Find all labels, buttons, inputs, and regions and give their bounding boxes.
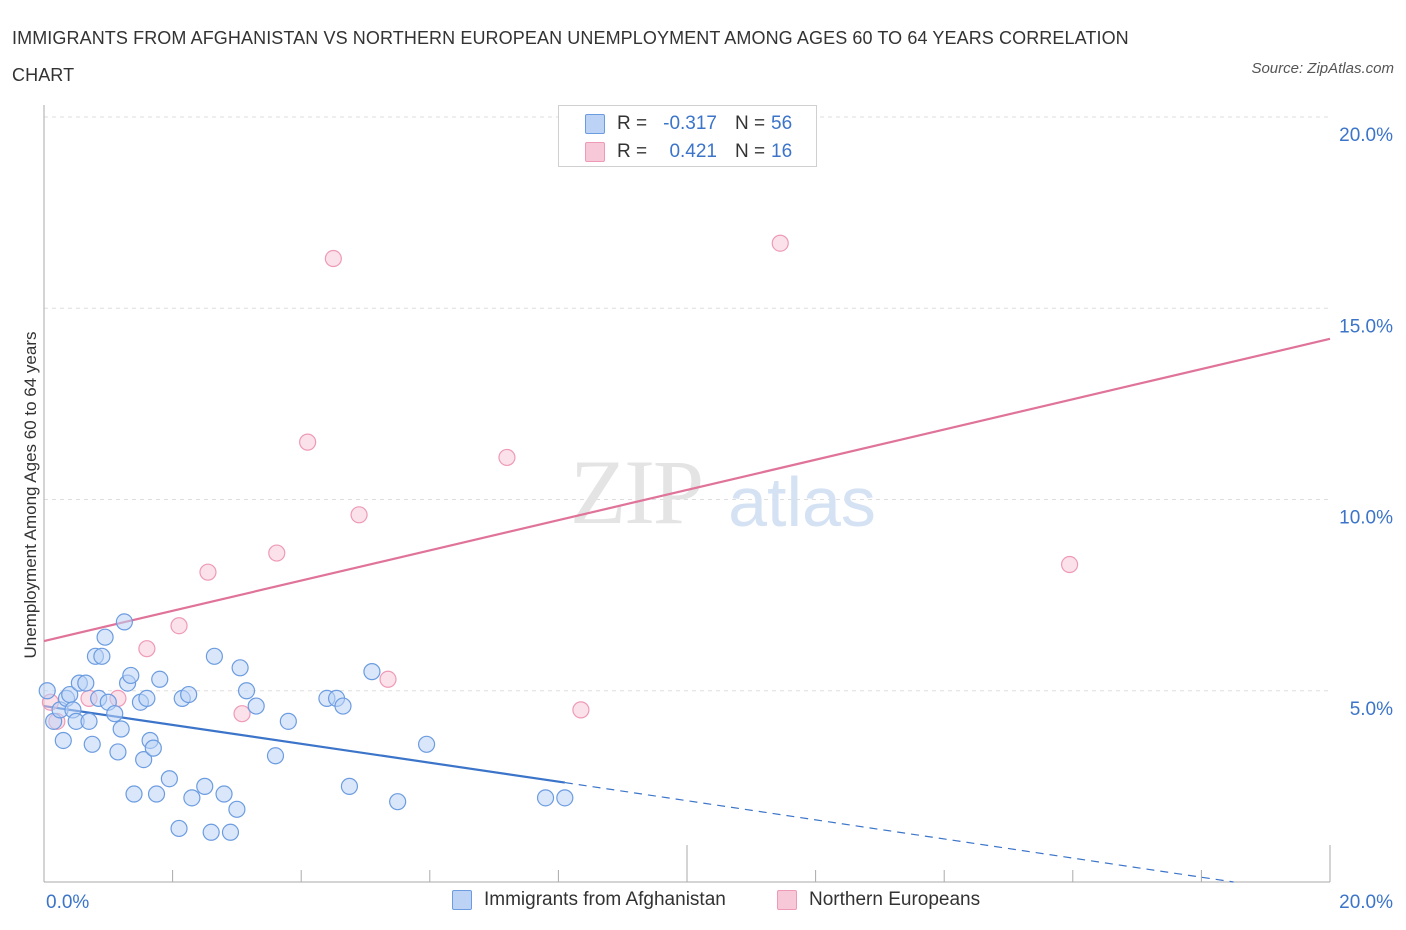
y-tick-label: 10.0% — [1339, 508, 1393, 529]
data-point-afghanistan — [202, 823, 220, 841]
legend-r-value: 0.421 — [669, 141, 717, 162]
data-point-afghanistan — [417, 735, 436, 753]
legend-n-value: 16 — [771, 141, 793, 162]
data-point-northern-europeans — [233, 705, 251, 723]
data-point-afghanistan — [228, 800, 246, 818]
data-point-northern-europeans — [324, 249, 342, 268]
data-point-afghanistan — [334, 697, 352, 715]
trend-line-afghanistan-extrapolated — [564, 781, 1234, 883]
data-point-afghanistan — [231, 659, 249, 677]
data-point-afghanistan — [96, 628, 114, 646]
data-point-northern-europeans — [138, 640, 156, 658]
legend-n-label: N = — [735, 113, 766, 134]
legend-swatch-blue — [585, 114, 605, 134]
legend-r-label: R = — [617, 141, 648, 162]
legend-row-northern-europeans: R = 0.421 N = 16 — [585, 141, 792, 163]
data-point-afghanistan — [80, 712, 98, 730]
data-point-afghanistan — [536, 789, 555, 807]
legend-row-afghanistan: R = -0.317 N = 56 — [585, 113, 792, 135]
axis-layer — [43, 105, 1331, 883]
chart-title: IMMIGRANTS FROM AFGHANISTAN VS NORTHERN … — [12, 28, 1129, 85]
data-point-afghanistan — [183, 789, 201, 807]
data-point-afghanistan — [112, 720, 130, 738]
data-point-afghanistan — [151, 670, 169, 688]
legend-n-value: 56 — [771, 113, 793, 134]
legend-swatch-pink — [585, 142, 605, 162]
watermark-atlas: atlas — [728, 463, 876, 541]
points-layer — [38, 234, 1079, 841]
trend-layer — [43, 337, 1331, 883]
y-tick-label: 5.0% — [1350, 699, 1393, 720]
data-point-afghanistan — [247, 697, 265, 715]
data-point-afghanistan — [77, 674, 95, 692]
legend-r-label: R = — [617, 113, 648, 134]
data-point-afghanistan — [363, 663, 381, 681]
data-point-northern-europeans — [498, 448, 516, 467]
data-point-afghanistan — [135, 750, 153, 769]
series-legend-label: Northern Europeans — [809, 889, 981, 910]
data-point-northern-europeans — [170, 617, 188, 635]
data-point-afghanistan — [389, 793, 407, 811]
data-point-afghanistan — [266, 747, 285, 765]
data-point-northern-europeans — [268, 544, 286, 562]
data-point-afghanistan — [144, 739, 162, 757]
data-point-northern-europeans — [379, 670, 397, 688]
series-legend-northern-europeans[interactable]: Northern Europeans — [777, 889, 980, 911]
x-tick-label-max: 20.0% — [1339, 892, 1393, 913]
data-point-afghanistan — [109, 743, 127, 761]
data-point-northern-europeans — [299, 433, 317, 451]
series-legend: Immigrants from Afghanistan Northern Eur… — [0, 889, 1406, 915]
y-tick-label: 20.0% — [1339, 125, 1393, 146]
data-point-afghanistan — [54, 731, 72, 750]
data-point-northern-europeans — [1060, 555, 1079, 574]
data-point-afghanistan — [556, 789, 574, 807]
data-point-afghanistan — [170, 819, 188, 838]
data-point-afghanistan — [180, 685, 198, 704]
legend-r-value: -0.317 — [663, 113, 717, 134]
source-credit: Source: ZipAtlas.com — [1251, 60, 1394, 77]
data-point-afghanistan — [221, 823, 240, 841]
data-point-afghanistan — [106, 705, 124, 723]
data-point-afghanistan — [138, 689, 156, 708]
data-point-afghanistan — [122, 666, 140, 685]
data-point-northern-europeans — [771, 234, 789, 252]
data-point-afghanistan — [160, 770, 178, 788]
data-point-afghanistan — [215, 785, 233, 803]
grid-layer — [44, 116, 1330, 692]
data-point-afghanistan — [279, 712, 297, 730]
tick-label-layer: 5.0% 10.0% 15.0% 20.0% 0.0% 20.0% — [46, 125, 1393, 913]
series-legend-label: Immigrants from Afghanistan — [484, 889, 726, 910]
data-point-afghanistan — [115, 613, 133, 631]
trend-line-afghanistan — [43, 704, 565, 784]
data-point-northern-europeans — [199, 563, 217, 581]
legend-swatch-pink — [777, 890, 797, 910]
series-legend-afghanistan[interactable]: Immigrants from Afghanistan — [452, 889, 726, 911]
y-tick-label: 15.0% — [1339, 316, 1393, 337]
data-point-afghanistan — [237, 682, 256, 700]
data-point-afghanistan — [93, 647, 111, 665]
data-point-afghanistan — [38, 682, 56, 700]
data-point-afghanistan — [83, 735, 101, 753]
stats-legend: R = -0.317 N = 56 R = 0.421 N = 16 — [558, 105, 817, 167]
trend-line-northern-europeans — [43, 337, 1331, 643]
data-point-northern-europeans — [350, 506, 368, 524]
data-point-afghanistan — [340, 777, 359, 795]
data-point-afghanistan — [205, 647, 223, 665]
x-tick-label-min: 0.0% — [46, 892, 89, 913]
legend-n-label: N = — [735, 141, 766, 162]
data-point-afghanistan — [196, 777, 214, 795]
data-point-northern-europeans — [572, 701, 590, 719]
data-point-afghanistan — [147, 785, 166, 803]
legend-swatch-blue — [452, 890, 472, 910]
data-point-afghanistan — [125, 785, 143, 803]
